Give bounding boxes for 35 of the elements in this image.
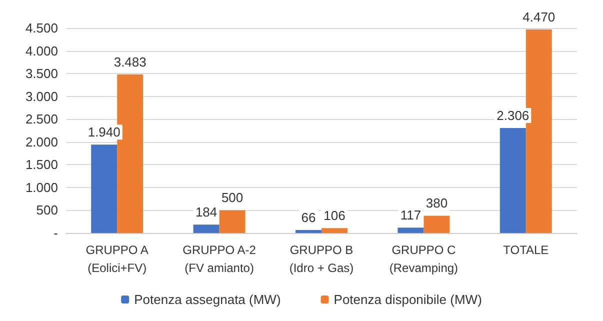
bar: [398, 228, 424, 233]
data-label: 106: [324, 208, 346, 224]
bar: [424, 216, 450, 233]
data-label: 3.483: [114, 54, 146, 70]
x-tick-label: TOTALE: [503, 243, 549, 257]
data-label: 500: [221, 190, 244, 206]
bar: [193, 224, 220, 233]
y-tick-label: 4.000: [25, 43, 58, 58]
y-tick-label: 500: [36, 202, 58, 218]
x-tick-label: GRUPPO A (Eolici+FV): [86, 243, 148, 275]
x-tick-label: GRUPPO C (Revamping): [389, 243, 458, 275]
y-tick-label: 4.500: [25, 20, 58, 36]
data-label: 66: [301, 210, 316, 225]
bar: [322, 228, 348, 233]
data-label: 1.940: [88, 124, 120, 140]
y-tick-label: 1.000: [25, 180, 58, 195]
bar: [500, 128, 526, 233]
data-label: 380: [426, 196, 448, 211]
data-label: 184: [195, 204, 218, 220]
x-tick-label: GRUPPO A-2 (FV amianto): [182, 243, 256, 275]
y-tick-label: 3.500: [25, 66, 58, 82]
y-tick-label: 1.500: [25, 157, 58, 172]
y-tick-label: 3.000: [25, 88, 58, 104]
y-tick-label: -: [54, 226, 58, 240]
bar: [219, 210, 246, 233]
data-label: 2.306: [496, 108, 530, 123]
y-tick-label: 2.000: [25, 134, 58, 150]
legend-label: Potenza assegnata (MW): [134, 292, 281, 307]
x-tick-label: GRUPPO B (Idro + Gas): [289, 243, 354, 275]
data-label: 4.470: [522, 9, 556, 24]
bar: [296, 230, 322, 233]
legend-label: Potenza disponibile (MW): [334, 292, 482, 307]
y-tick-label: 2.500: [25, 112, 58, 127]
data-label: 117: [400, 208, 422, 223]
bar: [91, 144, 118, 233]
